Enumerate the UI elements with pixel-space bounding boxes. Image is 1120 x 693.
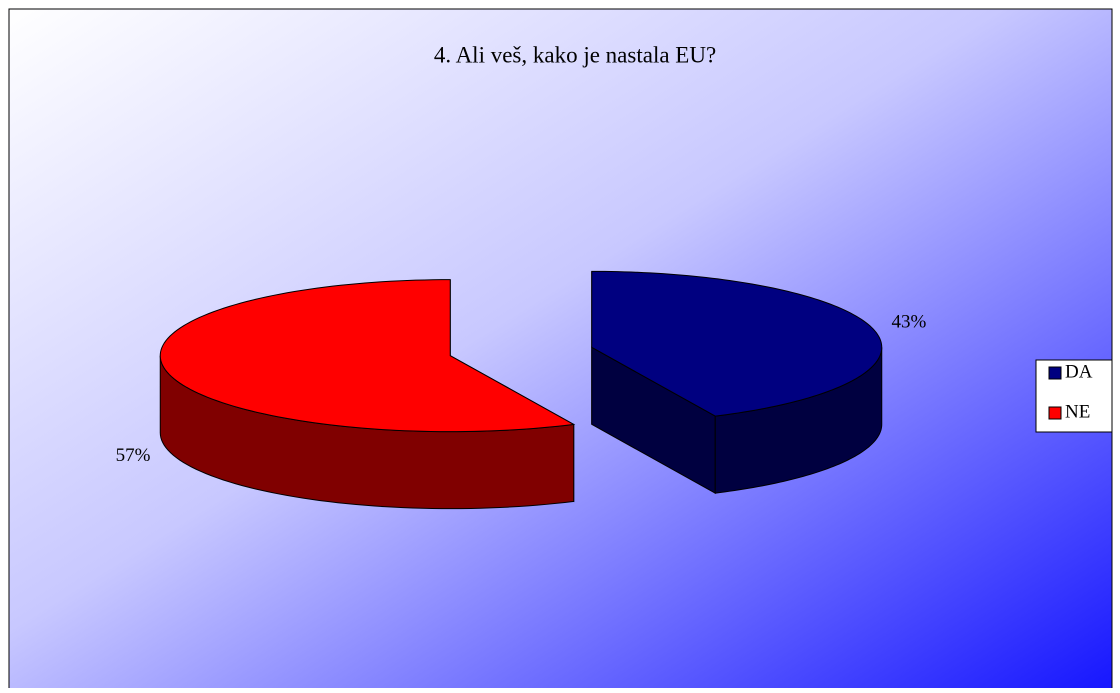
legend-swatch: [1048, 366, 1062, 380]
data-label: 43%: [892, 312, 927, 333]
data-label: 57%: [116, 445, 151, 466]
legend-label: DA: [1065, 361, 1093, 382]
legend-label: NE: [1065, 401, 1090, 422]
legend-swatch: [1048, 406, 1062, 420]
pie-slice: [159, 279, 576, 433]
chart-title: 4. Ali veš, kako je nastala EU?: [434, 42, 716, 67]
pie-slice: [591, 270, 883, 417]
